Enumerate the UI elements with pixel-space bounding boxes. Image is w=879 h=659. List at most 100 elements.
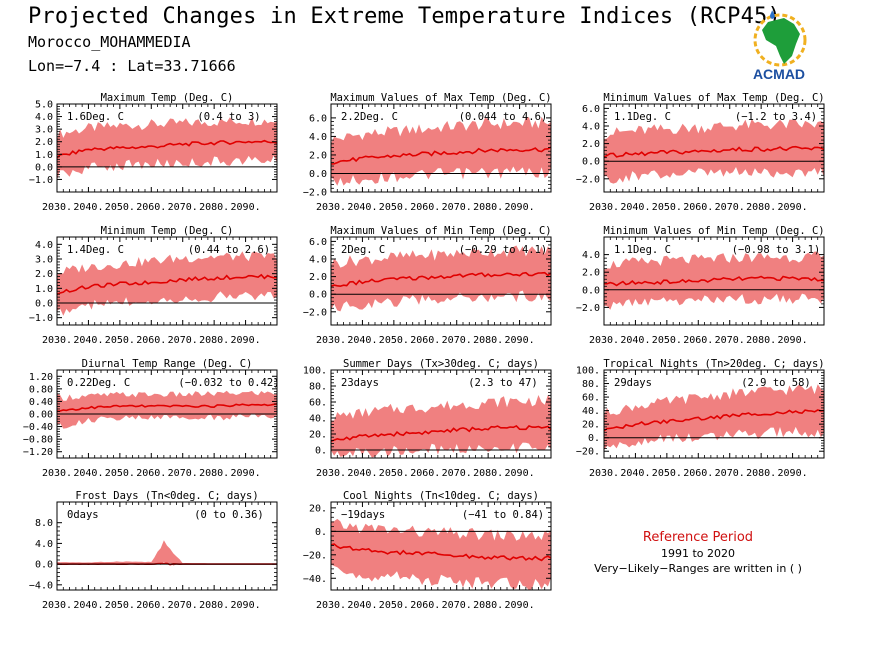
y-tick-label: 2.0: [309, 272, 327, 283]
x-tick-label: 2030.: [589, 468, 619, 479]
x-tick-label: 2070.: [442, 335, 472, 346]
plot-frame: [603, 103, 825, 193]
x-tick-label: 2040.: [347, 600, 377, 611]
plot-frame: [603, 236, 825, 326]
y-tick-label: 0.0: [35, 299, 53, 310]
x-tick-label: 2090.: [778, 468, 808, 479]
x-tick-label: 2090.: [231, 335, 261, 346]
y-tick-label: 2.0: [582, 139, 600, 150]
likely-range-band: [604, 384, 824, 450]
change-value: 23days: [341, 377, 379, 389]
median-line: [604, 145, 824, 158]
y-tick-label: 80.: [582, 379, 600, 390]
x-tick-label: 2080.: [473, 202, 503, 213]
coordinates-label: Lon=−7.4 : Lat=33.71666: [28, 57, 236, 75]
chart-panel-9: −20. 0. 20. 40. 60. 80. 100. 2030. 2040. 2050. 206…: [576, 358, 825, 479]
x-tick-label: 2060.: [136, 600, 166, 611]
y-tick-label: 0.: [315, 446, 327, 457]
likely-range-band: [604, 119, 824, 184]
x-tick-label: 2080.: [473, 335, 503, 346]
y-tick-label: 0.0: [582, 157, 600, 168]
x-tick-label: 2030.: [316, 335, 346, 346]
x-tick-label: 2060.: [683, 202, 713, 213]
chart-title: Minimum Temp (Deg. C): [101, 225, 234, 237]
x-tick-label: 2070.: [168, 335, 198, 346]
x-tick-label: 2060.: [683, 468, 713, 479]
x-tick-label: 2090.: [231, 468, 261, 479]
y-tick-label: 0.0: [582, 285, 600, 296]
likely-range-band: [331, 116, 551, 186]
x-tick-label: 2040.: [73, 468, 103, 479]
median-line: [604, 275, 824, 287]
acmad-logo: ACMAD: [753, 10, 807, 82]
x-tick-label: 2030.: [316, 600, 346, 611]
x-tick-label: 2080.: [746, 202, 776, 213]
x-tick-label: 2060.: [410, 600, 440, 611]
y-tick-label: −2.0: [576, 174, 600, 185]
x-tick-label: 2050.: [652, 202, 682, 213]
y-tick-label: 60.: [582, 393, 600, 404]
chart-title: Summer Days (Tx>30deg. C; days): [343, 358, 539, 370]
x-tick-label: 2070.: [715, 202, 745, 213]
median-line: [331, 146, 551, 165]
likely-range-band: [57, 251, 277, 316]
chart-panel-3: −2.0 0.0 2.0 4.0 6.0 2030. 2040. 2050. 2060. 2070…: [576, 92, 825, 213]
y-tick-label: −1.20: [23, 447, 53, 458]
x-tick-label: 2080.: [473, 468, 503, 479]
x-tick-label: 2030.: [42, 335, 72, 346]
y-tick-label: 4.0: [582, 122, 600, 133]
x-tick-label: 2080.: [746, 335, 776, 346]
x-tick-label: 2080.: [199, 600, 229, 611]
plot-frame: [56, 236, 278, 326]
x-tick-label: 2030.: [316, 202, 346, 213]
y-tick-label: −4.0: [29, 580, 53, 591]
x-tick-label: 2060.: [136, 202, 166, 213]
likely-range: (2.9 to 58): [741, 377, 811, 389]
y-tick-label: 0.0: [35, 162, 53, 173]
y-tick-label: 4.0: [582, 250, 600, 261]
x-tick-label: 2090.: [505, 600, 535, 611]
x-tick-label: 2040.: [347, 202, 377, 213]
change-value: 0days: [67, 509, 99, 521]
x-tick-label: 2050.: [652, 335, 682, 346]
x-tick-label: 2050.: [379, 468, 409, 479]
y-tick-label: 60.: [309, 398, 327, 409]
x-tick-label: 2030.: [589, 335, 619, 346]
x-tick-label: 2060.: [410, 202, 440, 213]
change-value: 2.2Deg. C: [341, 111, 398, 123]
y-tick-label: 100.: [303, 366, 327, 377]
reference-title: Reference Period: [642, 530, 754, 545]
plot-frame: [330, 369, 552, 459]
x-tick-label: 2060.: [136, 335, 166, 346]
y-tick-label: −2.0: [576, 303, 600, 314]
chart-title: Maximum Values of Min Temp (Deg. C): [330, 225, 551, 237]
likely-range: (2.3 to 47): [468, 377, 538, 389]
page-title: Projected Changes in Extreme Temperature…: [28, 4, 781, 29]
y-tick-label: 1.0: [35, 284, 53, 295]
x-tick-label: 2090.: [505, 335, 535, 346]
likely-range: (−41 to 0.84): [462, 509, 544, 521]
y-tick-label: −2.0: [303, 188, 327, 199]
y-tick-label: 6.0: [309, 237, 327, 248]
change-value: 29days: [614, 377, 652, 389]
y-tick-label: 3.0: [35, 125, 53, 136]
chart-title: Maximum Temp (Deg. C): [101, 92, 234, 104]
x-tick-label: 2040.: [620, 468, 650, 479]
reference-years: 1991 to 2020: [660, 547, 736, 560]
y-tick-label: 2.0: [35, 137, 53, 148]
y-tick-label: 80.: [309, 382, 327, 393]
y-tick-label: 100.: [576, 366, 600, 377]
y-tick-label: 6.0: [309, 113, 327, 124]
y-tick-label: −1.0: [29, 175, 53, 186]
reference-panel: Reference Period 1991 to 2020 Very−Likel…: [560, 530, 836, 575]
y-tick-label: 20.: [309, 430, 327, 441]
x-tick-label: 2070.: [168, 202, 198, 213]
x-tick-label: 2080.: [199, 335, 229, 346]
chart-title: Maximum Values of Max Temp (Deg. C): [330, 92, 551, 104]
chart-panel-5: −2.0 0.0 2.0 4.0 6.0 2030. 2040. 2050. 2060. 2070…: [303, 225, 552, 346]
y-tick-label: 20.: [582, 420, 600, 431]
chart-title: Minimum Values of Min Temp (Deg. C): [603, 225, 824, 237]
likely-range-band: [604, 251, 824, 310]
